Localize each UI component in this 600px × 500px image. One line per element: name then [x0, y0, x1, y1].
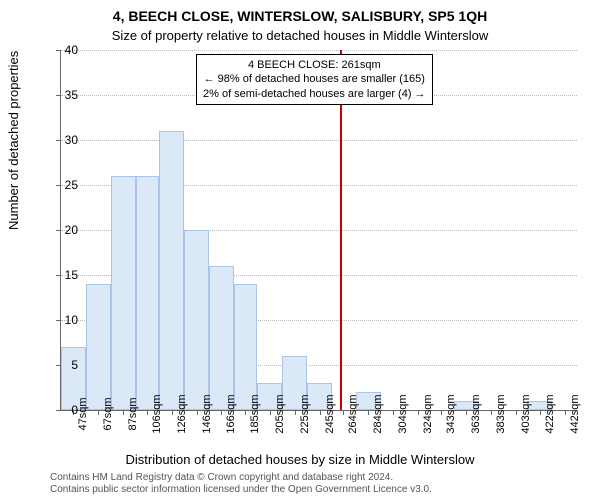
x-tick-mark	[418, 410, 419, 415]
x-tick-mark	[540, 410, 541, 415]
y-tick-label: 5	[48, 358, 78, 372]
y-tick-label: 25	[48, 178, 78, 192]
x-tick-label: 264sqm	[347, 394, 359, 433]
x-tick-mark	[320, 410, 321, 415]
chart-title-line2: Size of property relative to detached ho…	[0, 28, 600, 43]
x-tick-label: 422sqm	[544, 394, 556, 433]
y-axis-label: Number of detached properties	[6, 51, 21, 230]
histogram-bar	[111, 176, 136, 410]
plot-area: 47sqm67sqm87sqm106sqm126sqm146sqm166sqm1…	[60, 50, 577, 411]
x-tick-label: 126sqm	[176, 394, 188, 433]
histogram-bar	[159, 131, 184, 410]
x-tick-label: 106sqm	[151, 394, 163, 433]
x-tick-mark	[295, 410, 296, 415]
annotation-line2: ← 98% of detached houses are smaller (16…	[203, 72, 426, 86]
histogram-bar	[234, 284, 258, 410]
x-tick-mark	[343, 410, 344, 415]
annotation-box: 4 BEECH CLOSE: 261sqm← 98% of detached h…	[196, 54, 433, 105]
footer-line2: Contains public sector information licen…	[50, 484, 432, 496]
x-tick-label: 245sqm	[324, 394, 336, 433]
x-tick-label: 343sqm	[445, 394, 457, 433]
y-tick-label: 35	[48, 88, 78, 102]
x-tick-label: 146sqm	[201, 394, 213, 433]
x-tick-label: 304sqm	[397, 394, 409, 433]
y-tick-label: 15	[48, 268, 78, 282]
x-tick-label: 363sqm	[470, 394, 482, 433]
x-tick-label: 225sqm	[299, 394, 311, 433]
x-tick-label: 205sqm	[274, 394, 286, 433]
chart-title-line1: 4, BEECH CLOSE, WINTERSLOW, SALISBURY, S…	[0, 8, 600, 24]
x-tick-mark	[147, 410, 148, 415]
histogram-bar	[86, 284, 111, 410]
x-tick-mark	[123, 410, 124, 415]
x-tick-mark	[466, 410, 467, 415]
x-tick-mark	[441, 410, 442, 415]
x-tick-mark	[172, 410, 173, 415]
x-tick-mark	[565, 410, 566, 415]
chart-container: 4, BEECH CLOSE, WINTERSLOW, SALISBURY, S…	[0, 0, 600, 500]
y-tick-label: 40	[48, 43, 78, 57]
x-tick-label: 383sqm	[495, 394, 507, 433]
annotation-line1: 4 BEECH CLOSE: 261sqm	[203, 58, 426, 72]
x-tick-label: 185sqm	[249, 394, 261, 433]
x-tick-mark	[270, 410, 271, 415]
x-tick-mark	[368, 410, 369, 415]
x-tick-label: 67sqm	[102, 397, 114, 430]
annotation-line3: 2% of semi-detached houses are larger (4…	[203, 87, 426, 101]
x-tick-mark	[221, 410, 222, 415]
x-tick-label: 442sqm	[569, 394, 581, 433]
histogram-bar	[136, 176, 160, 410]
grid-line	[61, 50, 577, 51]
histogram-bar	[184, 230, 209, 410]
y-tick-label: 0	[48, 403, 78, 417]
y-tick-label: 30	[48, 133, 78, 147]
grid-line	[61, 140, 577, 141]
x-tick-label: 403sqm	[520, 394, 532, 433]
x-tick-label: 166sqm	[225, 394, 237, 433]
x-tick-mark	[245, 410, 246, 415]
x-tick-label: 324sqm	[422, 394, 434, 433]
footer-line1: Contains HM Land Registry data © Crown c…	[50, 472, 432, 484]
x-tick-mark	[491, 410, 492, 415]
footer-attribution: Contains HM Land Registry data © Crown c…	[50, 472, 432, 496]
x-tick-mark	[393, 410, 394, 415]
y-tick-label: 10	[48, 313, 78, 327]
x-tick-label: 87sqm	[127, 397, 139, 430]
y-tick-label: 20	[48, 223, 78, 237]
x-tick-mark	[98, 410, 99, 415]
x-tick-label: 284sqm	[372, 394, 384, 433]
x-tick-mark	[197, 410, 198, 415]
x-axis-label: Distribution of detached houses by size …	[0, 452, 600, 467]
histogram-bar	[209, 266, 234, 410]
x-tick-mark	[516, 410, 517, 415]
x-tick-label: 47sqm	[77, 397, 89, 430]
